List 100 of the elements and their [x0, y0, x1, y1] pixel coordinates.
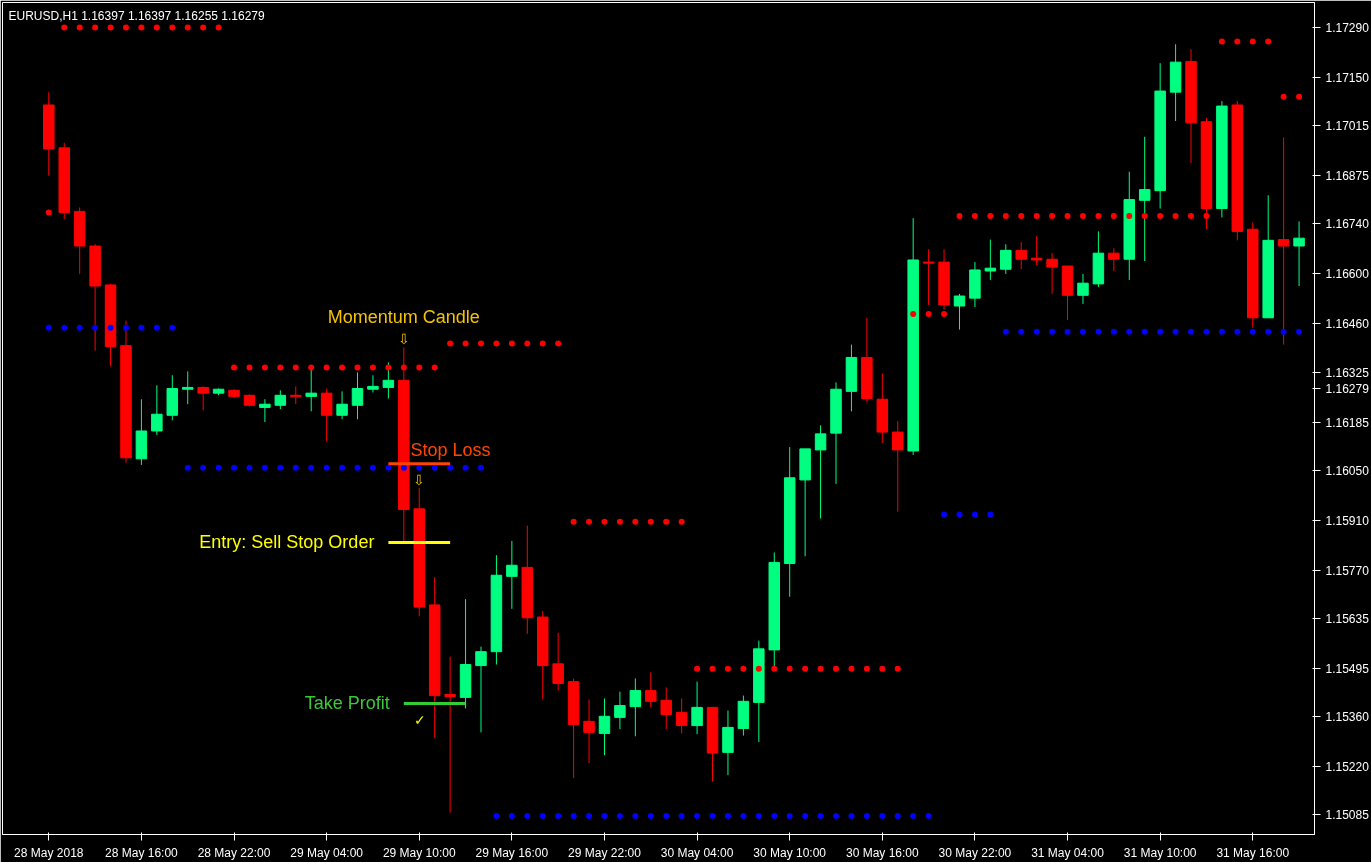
point	[863, 665, 870, 672]
point	[694, 812, 701, 819]
candlestick	[645, 671, 657, 708]
point	[308, 364, 315, 371]
point	[107, 24, 114, 31]
point	[1157, 328, 1164, 335]
candlestick	[382, 361, 395, 399]
point	[122, 24, 129, 31]
point	[1095, 328, 1102, 335]
point	[647, 518, 654, 525]
candlestick	[1077, 273, 1089, 305]
point	[61, 324, 68, 331]
point	[1002, 213, 1009, 220]
point	[570, 518, 577, 525]
point	[200, 464, 207, 471]
point	[1172, 328, 1179, 335]
point	[292, 464, 299, 471]
point	[1265, 38, 1272, 45]
point	[524, 812, 531, 819]
x-tick-label: 29 May 22:00	[568, 845, 642, 860]
point	[616, 812, 623, 819]
annotation: Stop Loss	[410, 439, 491, 460]
point	[1188, 213, 1195, 220]
point	[153, 324, 160, 331]
point	[308, 464, 315, 471]
point	[200, 24, 207, 31]
point	[1265, 328, 1272, 335]
point	[987, 213, 994, 220]
candlestick	[1108, 247, 1120, 272]
y-tick-label: 1.16050	[1325, 463, 1370, 478]
candlestick	[320, 388, 333, 442]
point	[1095, 213, 1102, 220]
point	[1141, 213, 1148, 220]
candlestick	[259, 398, 271, 423]
point	[246, 464, 253, 471]
candlestick	[444, 656, 456, 814]
y-tick-label: 1.16325	[1325, 365, 1370, 380]
candlestick	[197, 385, 209, 411]
x-tick-label: 30 May 16:00	[845, 845, 919, 860]
point	[493, 812, 500, 819]
x-tick-label: 28 May 16:00	[105, 845, 179, 860]
y-tick-label: 1.15910	[1325, 513, 1370, 528]
point	[416, 464, 423, 471]
annotation: ⇩	[397, 331, 410, 348]
point	[740, 812, 747, 819]
point	[539, 812, 546, 819]
point	[647, 812, 654, 819]
candlestick	[953, 293, 966, 331]
point	[1234, 38, 1241, 45]
point	[694, 665, 701, 672]
point	[107, 324, 114, 331]
point	[1172, 213, 1179, 220]
point	[354, 464, 361, 471]
candlestick	[1046, 252, 1058, 295]
point	[1280, 328, 1287, 335]
annotation: Take Profit	[304, 693, 390, 714]
point	[339, 364, 346, 371]
point	[709, 812, 716, 819]
point	[971, 511, 978, 518]
point	[910, 310, 917, 317]
point	[369, 464, 376, 471]
candlestick	[583, 699, 595, 764]
x-tick-label: 29 May 04:00	[290, 845, 364, 860]
y-tick-label: 1.17015	[1325, 119, 1370, 134]
point	[910, 812, 917, 819]
candlestick	[922, 248, 935, 306]
point	[786, 812, 793, 819]
point	[138, 24, 145, 31]
point	[215, 24, 222, 31]
candlestick	[1000, 243, 1012, 275]
point	[261, 364, 268, 371]
point	[1064, 328, 1071, 335]
point	[601, 518, 608, 525]
point	[663, 812, 670, 819]
x-tick-label: 28 May 22:00	[197, 845, 271, 860]
x-tick-label: 28 May 2018	[14, 845, 84, 860]
y-tick-label: 1.15360	[1325, 710, 1370, 725]
annotation: ✓	[413, 712, 426, 729]
annotation: Entry: Sell Stop Order	[199, 532, 375, 553]
point	[277, 364, 284, 371]
point	[493, 340, 500, 347]
point	[76, 24, 83, 31]
point	[539, 340, 546, 347]
point	[817, 665, 824, 672]
point	[956, 511, 963, 518]
point	[755, 665, 762, 672]
candlestick	[351, 371, 364, 420]
point	[524, 340, 531, 347]
x-tick-label: 29 May 16:00	[475, 845, 549, 860]
point	[76, 324, 83, 331]
point	[261, 464, 268, 471]
point	[802, 812, 809, 819]
point	[601, 812, 608, 819]
x-tick-label: 30 May 22:00	[938, 845, 1012, 860]
x-tick-label: 30 May 10:00	[753, 845, 827, 860]
point	[678, 518, 685, 525]
point	[477, 340, 484, 347]
point	[771, 665, 778, 672]
point	[1203, 213, 1210, 220]
point	[323, 364, 330, 371]
